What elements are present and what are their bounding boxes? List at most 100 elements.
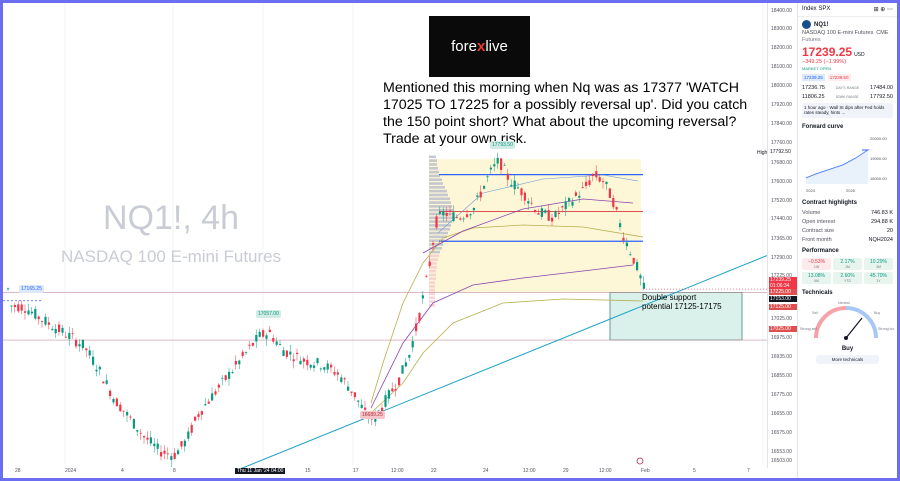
candle-body <box>578 195 581 198</box>
candle-body <box>483 185 486 189</box>
candle-body <box>102 381 105 384</box>
candle-body <box>126 412 129 416</box>
candle-body <box>523 192 526 201</box>
price-tick-label: 16503.00 <box>771 458 792 464</box>
volume-profile-bar <box>429 201 451 204</box>
candle-body <box>85 348 88 351</box>
chart-canvas[interactable] <box>3 3 767 478</box>
volume-profile-bar <box>429 243 443 246</box>
candle-body <box>343 378 346 380</box>
candle-body <box>115 398 118 407</box>
candle-body <box>217 384 220 388</box>
candle-body <box>622 237 625 241</box>
candle-body <box>139 432 142 434</box>
volume-profile-bar <box>429 269 436 273</box>
forward-curve-x-label: 2026 <box>846 188 856 193</box>
candle-body <box>415 323 418 332</box>
highlight-label: Volume <box>802 209 821 216</box>
candle-body <box>625 242 628 247</box>
highlight-label: Contract size <box>802 227 835 234</box>
candle-body <box>248 344 251 346</box>
candle-body <box>149 437 152 444</box>
chart-area[interactable]: NQ1!, 4h NASDAQ 100 E-mini Futures fore x… <box>3 3 767 478</box>
symbol-type: Futures <box>802 37 821 43</box>
candle-body <box>486 176 489 178</box>
candle-body <box>411 341 414 348</box>
candle-body <box>527 201 530 204</box>
price-axis-marker: 17153.00 <box>769 296 797 302</box>
52wk-range-row: 11806.25 52WK RANGE 17792.50 <box>802 93 893 100</box>
candle-body <box>180 441 183 447</box>
candle-body <box>591 173 594 176</box>
candle-body <box>605 181 608 185</box>
contract-highlights-title: Contract highlights <box>802 200 857 206</box>
candle-body <box>394 389 397 391</box>
performance-cell: 2.17% 1M <box>833 258 862 270</box>
candle-body <box>265 335 268 339</box>
forward-curve-title[interactable]: Forward curve <box>802 124 844 130</box>
candle-body <box>132 418 135 429</box>
performance-value: 45.70% <box>870 273 887 279</box>
candle-body <box>479 191 482 198</box>
more-technicals-button[interactable]: More technicals <box>816 355 879 364</box>
candle-body <box>561 206 564 208</box>
candle-body <box>360 404 363 409</box>
price-axis-marker: 01:06:34 <box>769 283 797 289</box>
price-axis-marker: 17125.00 <box>769 304 797 310</box>
gauge-reading: Buy <box>841 346 854 352</box>
candle-body <box>302 358 305 362</box>
candle-body <box>500 158 503 171</box>
time-tick-label: 12:00 <box>523 468 536 474</box>
candle-body <box>183 440 186 447</box>
price-axis[interactable]: 18400.00 18300.00 18200.00 18100.00 18000.00… <box>767 3 797 468</box>
volume-profile-bar <box>429 212 453 216</box>
watchlist-header[interactable]: Index SPX <box>802 6 831 12</box>
time-tick-label: 28 <box>15 468 21 474</box>
candle-body <box>537 213 540 215</box>
forward-curve-chart: 20000.00 19000.00 18000.00 2024 2026 <box>805 136 887 193</box>
candle-body <box>166 453 169 455</box>
candle-body <box>608 188 611 199</box>
candle-body <box>513 180 516 190</box>
highlight-row: Open interest 294.88 K <box>798 217 897 226</box>
candle-body <box>357 400 360 402</box>
candle-body <box>275 341 278 345</box>
candle-body <box>88 350 91 356</box>
candle-body <box>279 343 282 345</box>
candle-body <box>272 337 275 342</box>
candle-body <box>554 211 557 217</box>
symbol-ticker[interactable]: NQ1! <box>814 21 829 28</box>
candle-body <box>221 377 224 379</box>
technicals-gauge: Neutral Sell Buy Strong sell Strong buy <box>800 301 896 340</box>
candle-body <box>428 261 431 266</box>
volume-profile-bar <box>429 197 450 201</box>
price-tick-label: 16975.00 <box>771 335 792 341</box>
forward-curve-fill <box>806 150 868 184</box>
days-range-row: 17236.75 DAY'S RANGE 17484.00 <box>802 84 893 91</box>
forward-curve-y-label: 19000.00 <box>870 156 887 161</box>
chart-watermark-title: NQ1!, 4h <box>103 199 240 237</box>
candle-body <box>418 312 421 322</box>
volume-profile-bar <box>429 193 448 197</box>
candle-body <box>496 157 499 164</box>
news-headline[interactable]: 1 hour ago · Wall St dips after Fed hold… <box>802 103 893 118</box>
candle-body <box>13 304 16 308</box>
candle-body <box>612 197 615 208</box>
volume-profile-bar <box>429 281 435 284</box>
candle-body <box>551 217 554 222</box>
chart-annotation: Mentioned this morning when Nq was as 17… <box>383 80 748 147</box>
candle-body <box>432 242 435 245</box>
sidebar-tools-icon[interactable]: ⊞ ⊕ ⋯ <box>873 7 893 13</box>
price-tick-label: 16855.00 <box>771 373 792 379</box>
time-tick-label: Feb <box>641 468 650 474</box>
candle-body <box>255 334 258 342</box>
technicals-title[interactable]: Technicals <box>802 290 833 296</box>
volume-profile-bar <box>429 246 442 250</box>
contract-highlights-list: Volume 746.83 K Open interest 294.88 K Contr… <box>798 208 897 244</box>
performance-cell: 13.08% 6M <box>802 272 831 284</box>
candle-body <box>78 344 81 347</box>
volume-profile-bar <box>429 262 437 265</box>
forward-curve-y-label: 20000.00 <box>870 136 887 141</box>
candle-body <box>58 324 61 333</box>
candle-body <box>588 180 591 185</box>
